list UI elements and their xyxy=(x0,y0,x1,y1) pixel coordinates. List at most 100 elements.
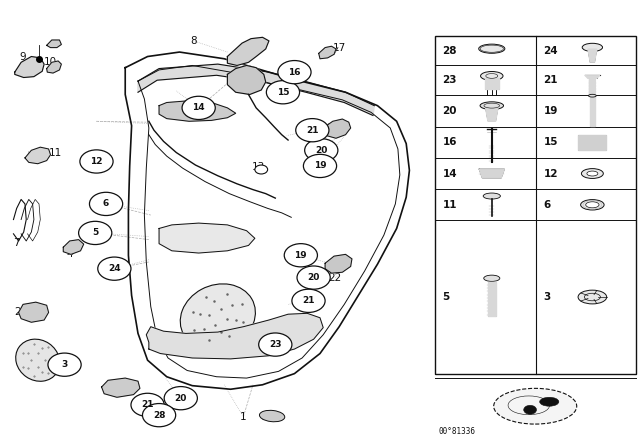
Text: 21: 21 xyxy=(543,75,558,86)
Ellipse shape xyxy=(480,102,504,109)
Text: 23: 23 xyxy=(269,340,282,349)
Circle shape xyxy=(255,165,268,174)
Circle shape xyxy=(143,404,175,427)
Text: 13: 13 xyxy=(252,162,266,172)
Text: 26: 26 xyxy=(15,307,28,318)
Circle shape xyxy=(98,257,131,280)
Text: 20: 20 xyxy=(315,146,328,155)
Ellipse shape xyxy=(180,284,255,350)
Polygon shape xyxy=(19,302,49,322)
Text: 16: 16 xyxy=(288,68,301,77)
Circle shape xyxy=(90,192,123,215)
Ellipse shape xyxy=(582,43,602,52)
Ellipse shape xyxy=(259,410,285,422)
Text: 3: 3 xyxy=(61,360,68,369)
Polygon shape xyxy=(102,378,140,397)
Circle shape xyxy=(182,96,215,120)
Text: 1: 1 xyxy=(240,412,246,422)
Ellipse shape xyxy=(578,290,607,304)
Text: 14: 14 xyxy=(193,103,205,112)
Text: 27: 27 xyxy=(262,412,276,422)
Text: 24: 24 xyxy=(543,46,558,56)
Polygon shape xyxy=(159,223,255,253)
Text: 8: 8 xyxy=(190,36,197,46)
Polygon shape xyxy=(319,46,336,59)
Circle shape xyxy=(259,333,292,356)
Ellipse shape xyxy=(580,200,604,210)
Text: 20: 20 xyxy=(175,394,187,403)
Text: 20: 20 xyxy=(443,106,457,116)
Ellipse shape xyxy=(483,193,500,199)
Circle shape xyxy=(131,393,164,417)
Circle shape xyxy=(297,266,330,289)
Polygon shape xyxy=(479,169,504,178)
Polygon shape xyxy=(486,108,498,121)
Text: 28: 28 xyxy=(153,411,165,420)
Text: 7: 7 xyxy=(13,238,20,248)
Circle shape xyxy=(80,150,113,173)
Text: 9: 9 xyxy=(20,52,26,61)
Text: 14: 14 xyxy=(443,168,457,179)
Text: 22: 22 xyxy=(329,272,342,283)
Text: 21: 21 xyxy=(306,126,319,135)
Circle shape xyxy=(296,119,329,142)
Polygon shape xyxy=(589,96,595,126)
Text: 23: 23 xyxy=(443,75,457,86)
Polygon shape xyxy=(585,75,600,96)
Text: 16: 16 xyxy=(443,137,457,147)
Text: 3: 3 xyxy=(543,292,551,302)
Polygon shape xyxy=(25,147,51,164)
Circle shape xyxy=(284,244,317,267)
Text: 12: 12 xyxy=(543,168,558,179)
Text: 15: 15 xyxy=(543,137,558,147)
Text: 11: 11 xyxy=(49,147,61,158)
Polygon shape xyxy=(227,65,266,95)
Circle shape xyxy=(278,60,311,84)
Text: 10: 10 xyxy=(44,57,57,67)
Text: 19: 19 xyxy=(314,161,326,170)
Circle shape xyxy=(292,289,325,312)
Circle shape xyxy=(305,139,338,162)
Polygon shape xyxy=(138,64,374,116)
Ellipse shape xyxy=(479,44,505,53)
Polygon shape xyxy=(15,56,44,78)
Ellipse shape xyxy=(16,339,60,381)
Ellipse shape xyxy=(481,72,503,80)
Polygon shape xyxy=(47,61,61,73)
Circle shape xyxy=(524,405,536,414)
Circle shape xyxy=(266,81,300,104)
Polygon shape xyxy=(147,313,323,359)
Ellipse shape xyxy=(586,202,599,208)
Text: 21: 21 xyxy=(141,401,154,409)
Polygon shape xyxy=(325,119,351,138)
Ellipse shape xyxy=(588,95,596,97)
Ellipse shape xyxy=(493,388,577,424)
Text: 28: 28 xyxy=(443,46,457,56)
Text: 20: 20 xyxy=(307,273,320,282)
Polygon shape xyxy=(47,40,61,47)
Polygon shape xyxy=(485,78,499,89)
Ellipse shape xyxy=(587,171,598,176)
Text: 4: 4 xyxy=(67,250,73,259)
Text: 25: 25 xyxy=(104,382,117,392)
Circle shape xyxy=(164,387,197,410)
Text: 19: 19 xyxy=(543,106,558,116)
Text: 17: 17 xyxy=(333,43,346,52)
Text: 19: 19 xyxy=(294,251,307,260)
Polygon shape xyxy=(159,101,236,121)
Polygon shape xyxy=(488,282,496,316)
Circle shape xyxy=(79,221,112,245)
Text: 11: 11 xyxy=(443,200,457,210)
Ellipse shape xyxy=(581,168,604,178)
Text: 6: 6 xyxy=(103,199,109,208)
Circle shape xyxy=(48,353,81,376)
Text: 5: 5 xyxy=(92,228,99,237)
Ellipse shape xyxy=(540,397,559,406)
Polygon shape xyxy=(325,254,352,273)
Polygon shape xyxy=(63,240,84,254)
Text: 15: 15 xyxy=(276,88,289,97)
Text: 24: 24 xyxy=(108,264,121,273)
Text: 00°81336: 00°81336 xyxy=(438,427,475,436)
Ellipse shape xyxy=(484,275,500,281)
Text: 2: 2 xyxy=(23,358,29,368)
